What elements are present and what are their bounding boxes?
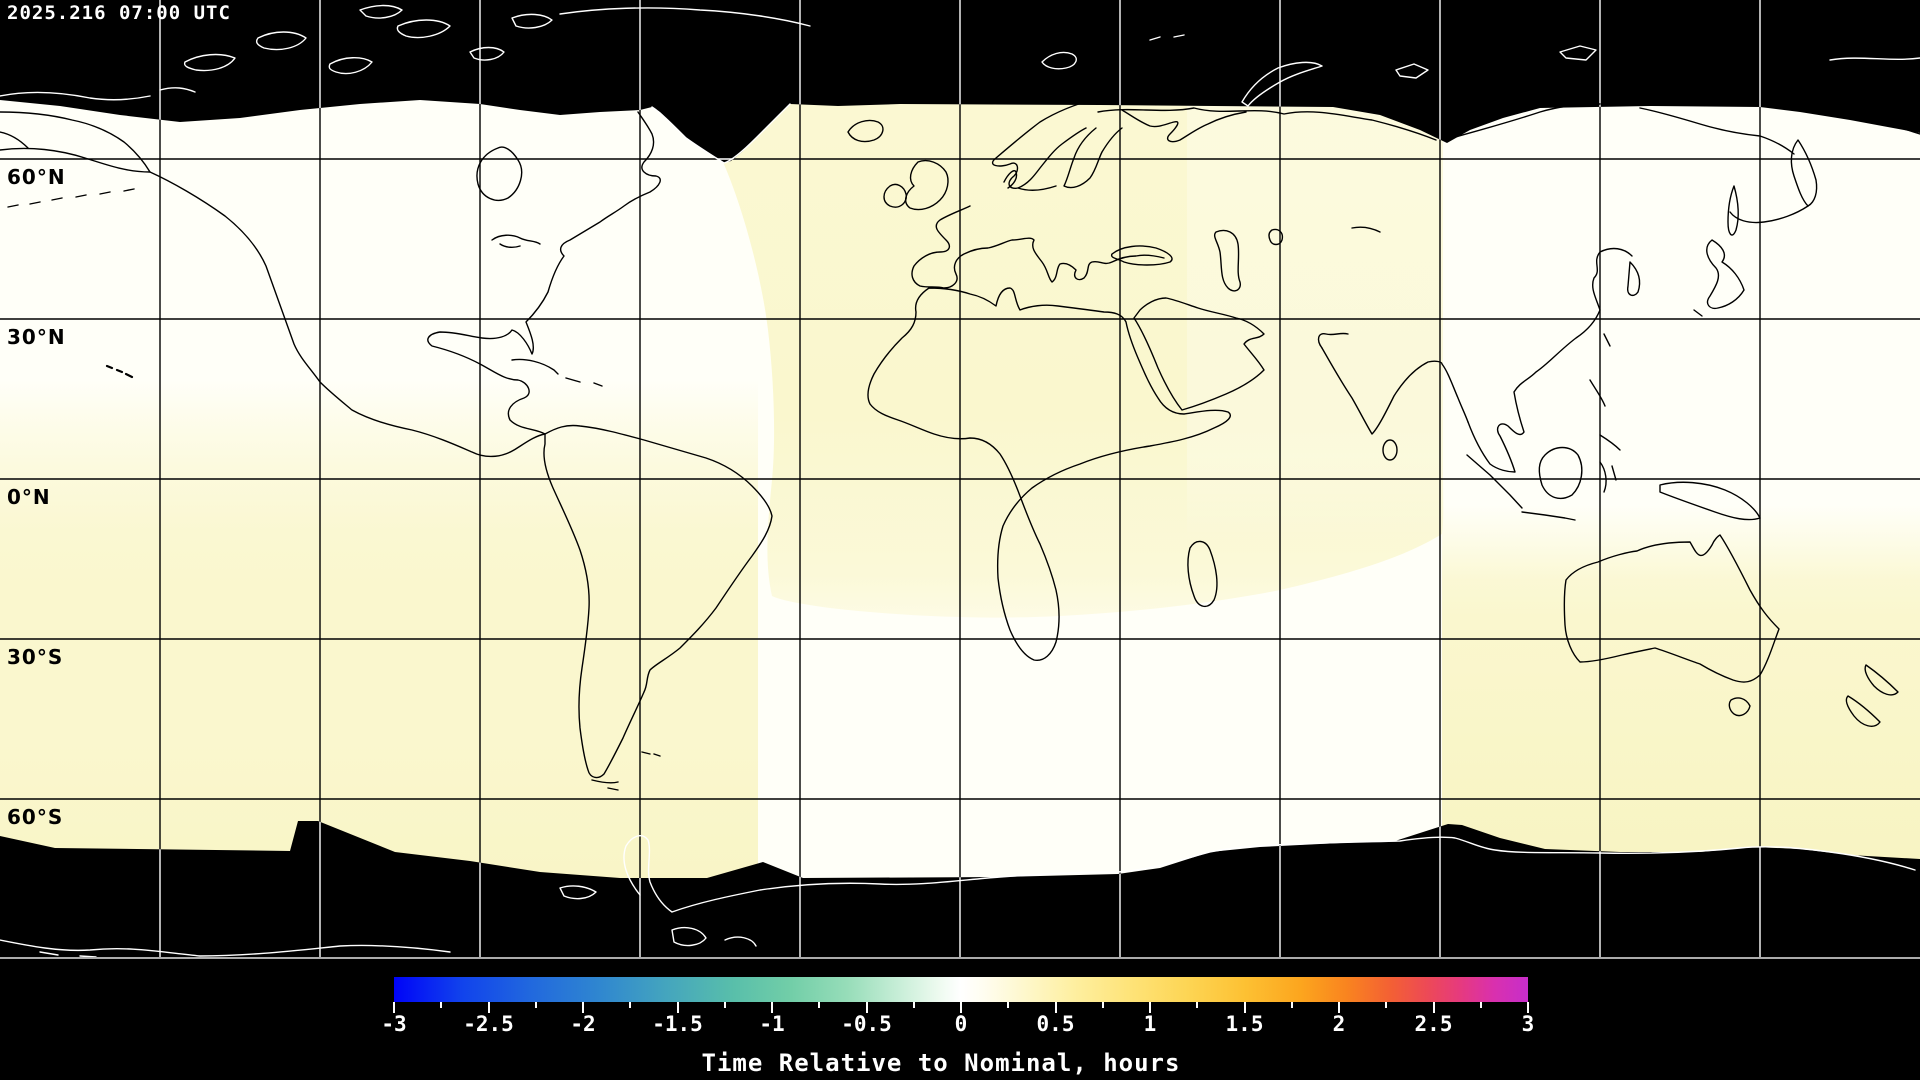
colorbar-tick bbox=[1385, 1002, 1388, 1008]
colorbar-tick bbox=[534, 1002, 537, 1008]
colorbar-tick-label: -1.5 bbox=[652, 1012, 703, 1036]
colorbar-tick-label: -1 bbox=[759, 1012, 785, 1036]
colorbar-tick-label: -2 bbox=[570, 1012, 596, 1036]
colorbar-tick bbox=[1479, 1002, 1482, 1008]
grid-lines bbox=[0, 0, 1920, 958]
world-map-svg bbox=[0, 0, 1920, 958]
colorbar-tick bbox=[723, 1002, 726, 1008]
colorbar-tick bbox=[1290, 1002, 1293, 1008]
colorbar-tick bbox=[1007, 1002, 1010, 1008]
swath-southeast-yellow bbox=[1442, 505, 1920, 880]
colorbar-tick bbox=[818, 1002, 821, 1008]
swath-central-lighter-step bbox=[1187, 104, 1443, 544]
colorbar-tick-label: 3 bbox=[1521, 1012, 1535, 1036]
colorbar-tick bbox=[1101, 1002, 1104, 1008]
colorbar-title: Time Relative to Nominal, hours bbox=[701, 1049, 1181, 1077]
colorbar-tick-label: 1.5 bbox=[1225, 1012, 1264, 1036]
colorbar-tick bbox=[393, 1002, 395, 1013]
colorbar-tick bbox=[865, 1002, 868, 1013]
colorbar-tick-label: 2 bbox=[1332, 1012, 1346, 1036]
colorbar-tick bbox=[1527, 1002, 1529, 1013]
world-map-plot bbox=[0, 0, 1920, 958]
lat-label-60n: 60°N bbox=[7, 165, 66, 189]
colorbar-tick bbox=[1432, 1002, 1435, 1013]
colorbar-tick-label: 2.5 bbox=[1414, 1012, 1453, 1036]
colorbar-tick-labels: -3 -2.5 -2 -1.5 -1 -0.5 0 0.5 1 1.5 2 2.5 3 bbox=[381, 1012, 1534, 1040]
colorbar-tick bbox=[487, 1002, 490, 1013]
colorbar-tick bbox=[1149, 1002, 1151, 1013]
colorbar-tick-label: 0.5 bbox=[1036, 1012, 1075, 1036]
timestamp-label: 2025.216 07:00 UTC bbox=[7, 2, 231, 24]
colorbar-tick-label: -2.5 bbox=[463, 1012, 514, 1036]
colorbar-tick bbox=[676, 1002, 679, 1013]
coastlines-data bbox=[0, 97, 1920, 791]
coastlines-polar bbox=[0, 4, 1920, 958]
colorbar-tick bbox=[1243, 1002, 1246, 1013]
colorbar-tick bbox=[960, 1002, 962, 1013]
colorbar-tick-label: -0.5 bbox=[841, 1012, 892, 1036]
colorbar-ticks bbox=[393, 1002, 1529, 1016]
colorbar bbox=[394, 977, 1528, 1002]
colorbar-tick bbox=[912, 1002, 915, 1008]
lat-label-60s: 60°S bbox=[7, 805, 64, 829]
colorbar-tick-label: 0 bbox=[954, 1012, 968, 1036]
colorbar-tick bbox=[771, 1002, 773, 1013]
colorbar-tick bbox=[1054, 1002, 1057, 1013]
lat-label-30n: 30°N bbox=[7, 325, 66, 349]
colorbar-tick-label: -3 bbox=[381, 1012, 407, 1036]
colorbar-tick bbox=[440, 1002, 443, 1008]
lat-label-30s: 30°S bbox=[7, 645, 64, 669]
map-bottom-border bbox=[0, 957, 1920, 959]
colorbar-tick-label: 1 bbox=[1143, 1012, 1157, 1036]
lat-label-0n: 0°N bbox=[7, 485, 51, 509]
colorbar-tick bbox=[1338, 1002, 1340, 1013]
colorbar-tick bbox=[582, 1002, 584, 1013]
colorbar-tick bbox=[629, 1002, 632, 1008]
colorbar-tick bbox=[1196, 1002, 1199, 1008]
